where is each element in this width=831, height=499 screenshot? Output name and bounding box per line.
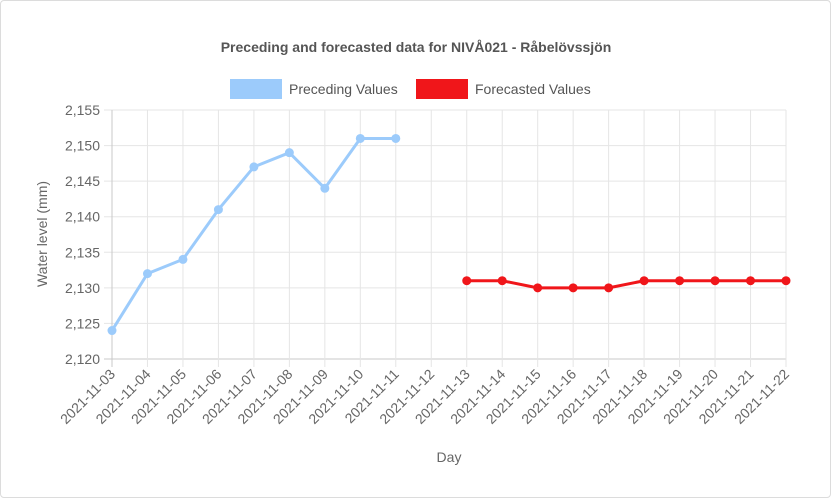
y-tick-label: 2,145 — [65, 173, 100, 189]
x-axis: 2021-11-032021-11-042021-11-052021-11-06… — [57, 366, 792, 427]
data-point — [320, 183, 330, 193]
data-point — [284, 148, 294, 158]
series-line — [466, 279, 786, 290]
data-point — [746, 276, 756, 286]
data-point — [568, 283, 578, 293]
chart-title: Preceding and forecasted data for NIVÅ02… — [221, 39, 612, 55]
data-point — [142, 269, 152, 279]
data-point — [213, 205, 223, 215]
data-point — [462, 276, 472, 286]
y-tick-label: 2,125 — [65, 315, 100, 331]
data-point — [497, 276, 507, 286]
data-point — [639, 276, 649, 286]
data-point — [675, 276, 685, 286]
legend: Preceding Values Forecasted Values — [230, 79, 591, 99]
y-tick-label: 2,150 — [65, 138, 100, 154]
y-axis: 2,120 2,125 2,130 2,135 2,140 2,145 2,150 2,155 — [65, 102, 100, 367]
data-point — [781, 276, 791, 286]
y-tick-label: 2,155 — [65, 102, 100, 118]
legend-swatch — [416, 79, 468, 99]
y-tick-label: 2,135 — [65, 244, 100, 260]
data-point — [604, 283, 614, 293]
x-axis-title: Day — [437, 449, 462, 465]
y-tick-label: 2,120 — [65, 351, 100, 367]
series-layer — [107, 133, 791, 336]
data-point — [355, 133, 365, 143]
legend-swatch — [230, 79, 282, 99]
y-tick-label: 2,130 — [65, 280, 100, 296]
data-point — [533, 283, 543, 293]
series-forecasted — [462, 276, 791, 293]
series-preceding — [107, 133, 401, 336]
legend-label: Preceding Values — [289, 81, 398, 97]
data-point — [391, 133, 401, 143]
data-point — [107, 326, 117, 336]
data-point — [710, 276, 720, 286]
data-point — [178, 254, 188, 264]
grid — [104, 109, 787, 367]
legend-label: Forecasted Values — [475, 81, 591, 97]
y-tick-label: 2,140 — [65, 209, 100, 225]
data-point — [249, 162, 259, 172]
y-axis-title: Water level (mm) — [34, 181, 50, 287]
